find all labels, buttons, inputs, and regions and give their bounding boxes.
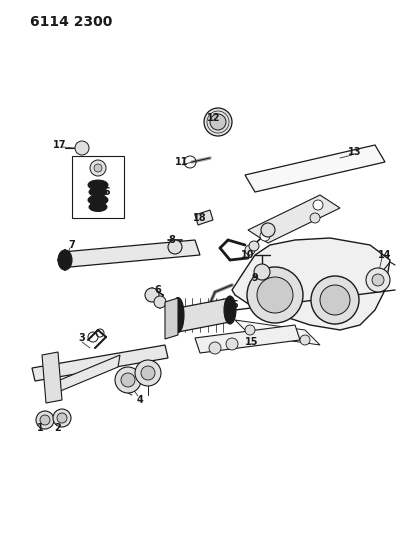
Text: 10: 10: [241, 250, 255, 260]
Circle shape: [260, 231, 270, 241]
Text: 8: 8: [169, 235, 175, 245]
Polygon shape: [232, 238, 390, 330]
Text: 6: 6: [155, 285, 162, 295]
Circle shape: [53, 409, 71, 427]
Polygon shape: [58, 355, 120, 392]
Circle shape: [313, 200, 323, 210]
Circle shape: [245, 245, 255, 255]
Text: 18: 18: [193, 213, 207, 223]
Text: 5: 5: [232, 300, 238, 310]
Ellipse shape: [88, 195, 108, 205]
Polygon shape: [62, 240, 200, 267]
Circle shape: [249, 241, 259, 251]
Circle shape: [141, 366, 155, 380]
Circle shape: [209, 342, 221, 354]
Ellipse shape: [89, 188, 107, 197]
Text: 16: 16: [98, 187, 112, 197]
Circle shape: [366, 268, 390, 292]
Polygon shape: [195, 325, 300, 353]
Circle shape: [226, 338, 238, 350]
Circle shape: [40, 415, 50, 425]
Polygon shape: [245, 145, 385, 192]
Polygon shape: [195, 210, 213, 225]
Circle shape: [254, 264, 270, 280]
Ellipse shape: [58, 250, 72, 270]
Ellipse shape: [88, 180, 108, 190]
Bar: [72, 156, 124, 218]
Polygon shape: [32, 345, 168, 381]
Text: 15: 15: [245, 337, 259, 347]
Polygon shape: [178, 298, 230, 332]
Polygon shape: [165, 298, 178, 339]
Text: 9: 9: [252, 273, 258, 283]
Text: 14: 14: [378, 250, 392, 260]
Text: 6114 2300: 6114 2300: [30, 15, 112, 29]
Text: 2: 2: [55, 423, 61, 433]
Ellipse shape: [172, 297, 184, 333]
Text: 13: 13: [348, 147, 362, 157]
Circle shape: [310, 213, 320, 223]
Circle shape: [121, 373, 135, 387]
Text: 1: 1: [37, 423, 43, 433]
Circle shape: [311, 276, 359, 324]
Text: 3: 3: [79, 333, 85, 343]
Circle shape: [94, 164, 102, 172]
Ellipse shape: [224, 296, 236, 324]
Polygon shape: [248, 195, 340, 243]
Polygon shape: [42, 352, 62, 403]
Circle shape: [168, 240, 182, 254]
Circle shape: [36, 411, 54, 429]
Circle shape: [145, 288, 159, 302]
Text: 7: 7: [69, 240, 75, 250]
Ellipse shape: [89, 203, 107, 212]
Text: 11: 11: [175, 157, 189, 167]
Circle shape: [320, 285, 350, 315]
Circle shape: [90, 160, 106, 176]
Circle shape: [75, 141, 89, 155]
Polygon shape: [235, 320, 320, 345]
Circle shape: [210, 114, 226, 130]
Circle shape: [204, 108, 232, 136]
Circle shape: [300, 335, 310, 345]
Circle shape: [57, 413, 67, 423]
Circle shape: [135, 360, 161, 386]
Circle shape: [245, 325, 255, 335]
Circle shape: [261, 223, 275, 237]
Text: 12: 12: [207, 113, 221, 123]
Circle shape: [154, 296, 166, 308]
Circle shape: [115, 367, 141, 393]
Text: 17: 17: [53, 140, 67, 150]
Circle shape: [257, 277, 293, 313]
Circle shape: [372, 274, 384, 286]
Circle shape: [247, 267, 303, 323]
Text: 4: 4: [137, 395, 143, 405]
